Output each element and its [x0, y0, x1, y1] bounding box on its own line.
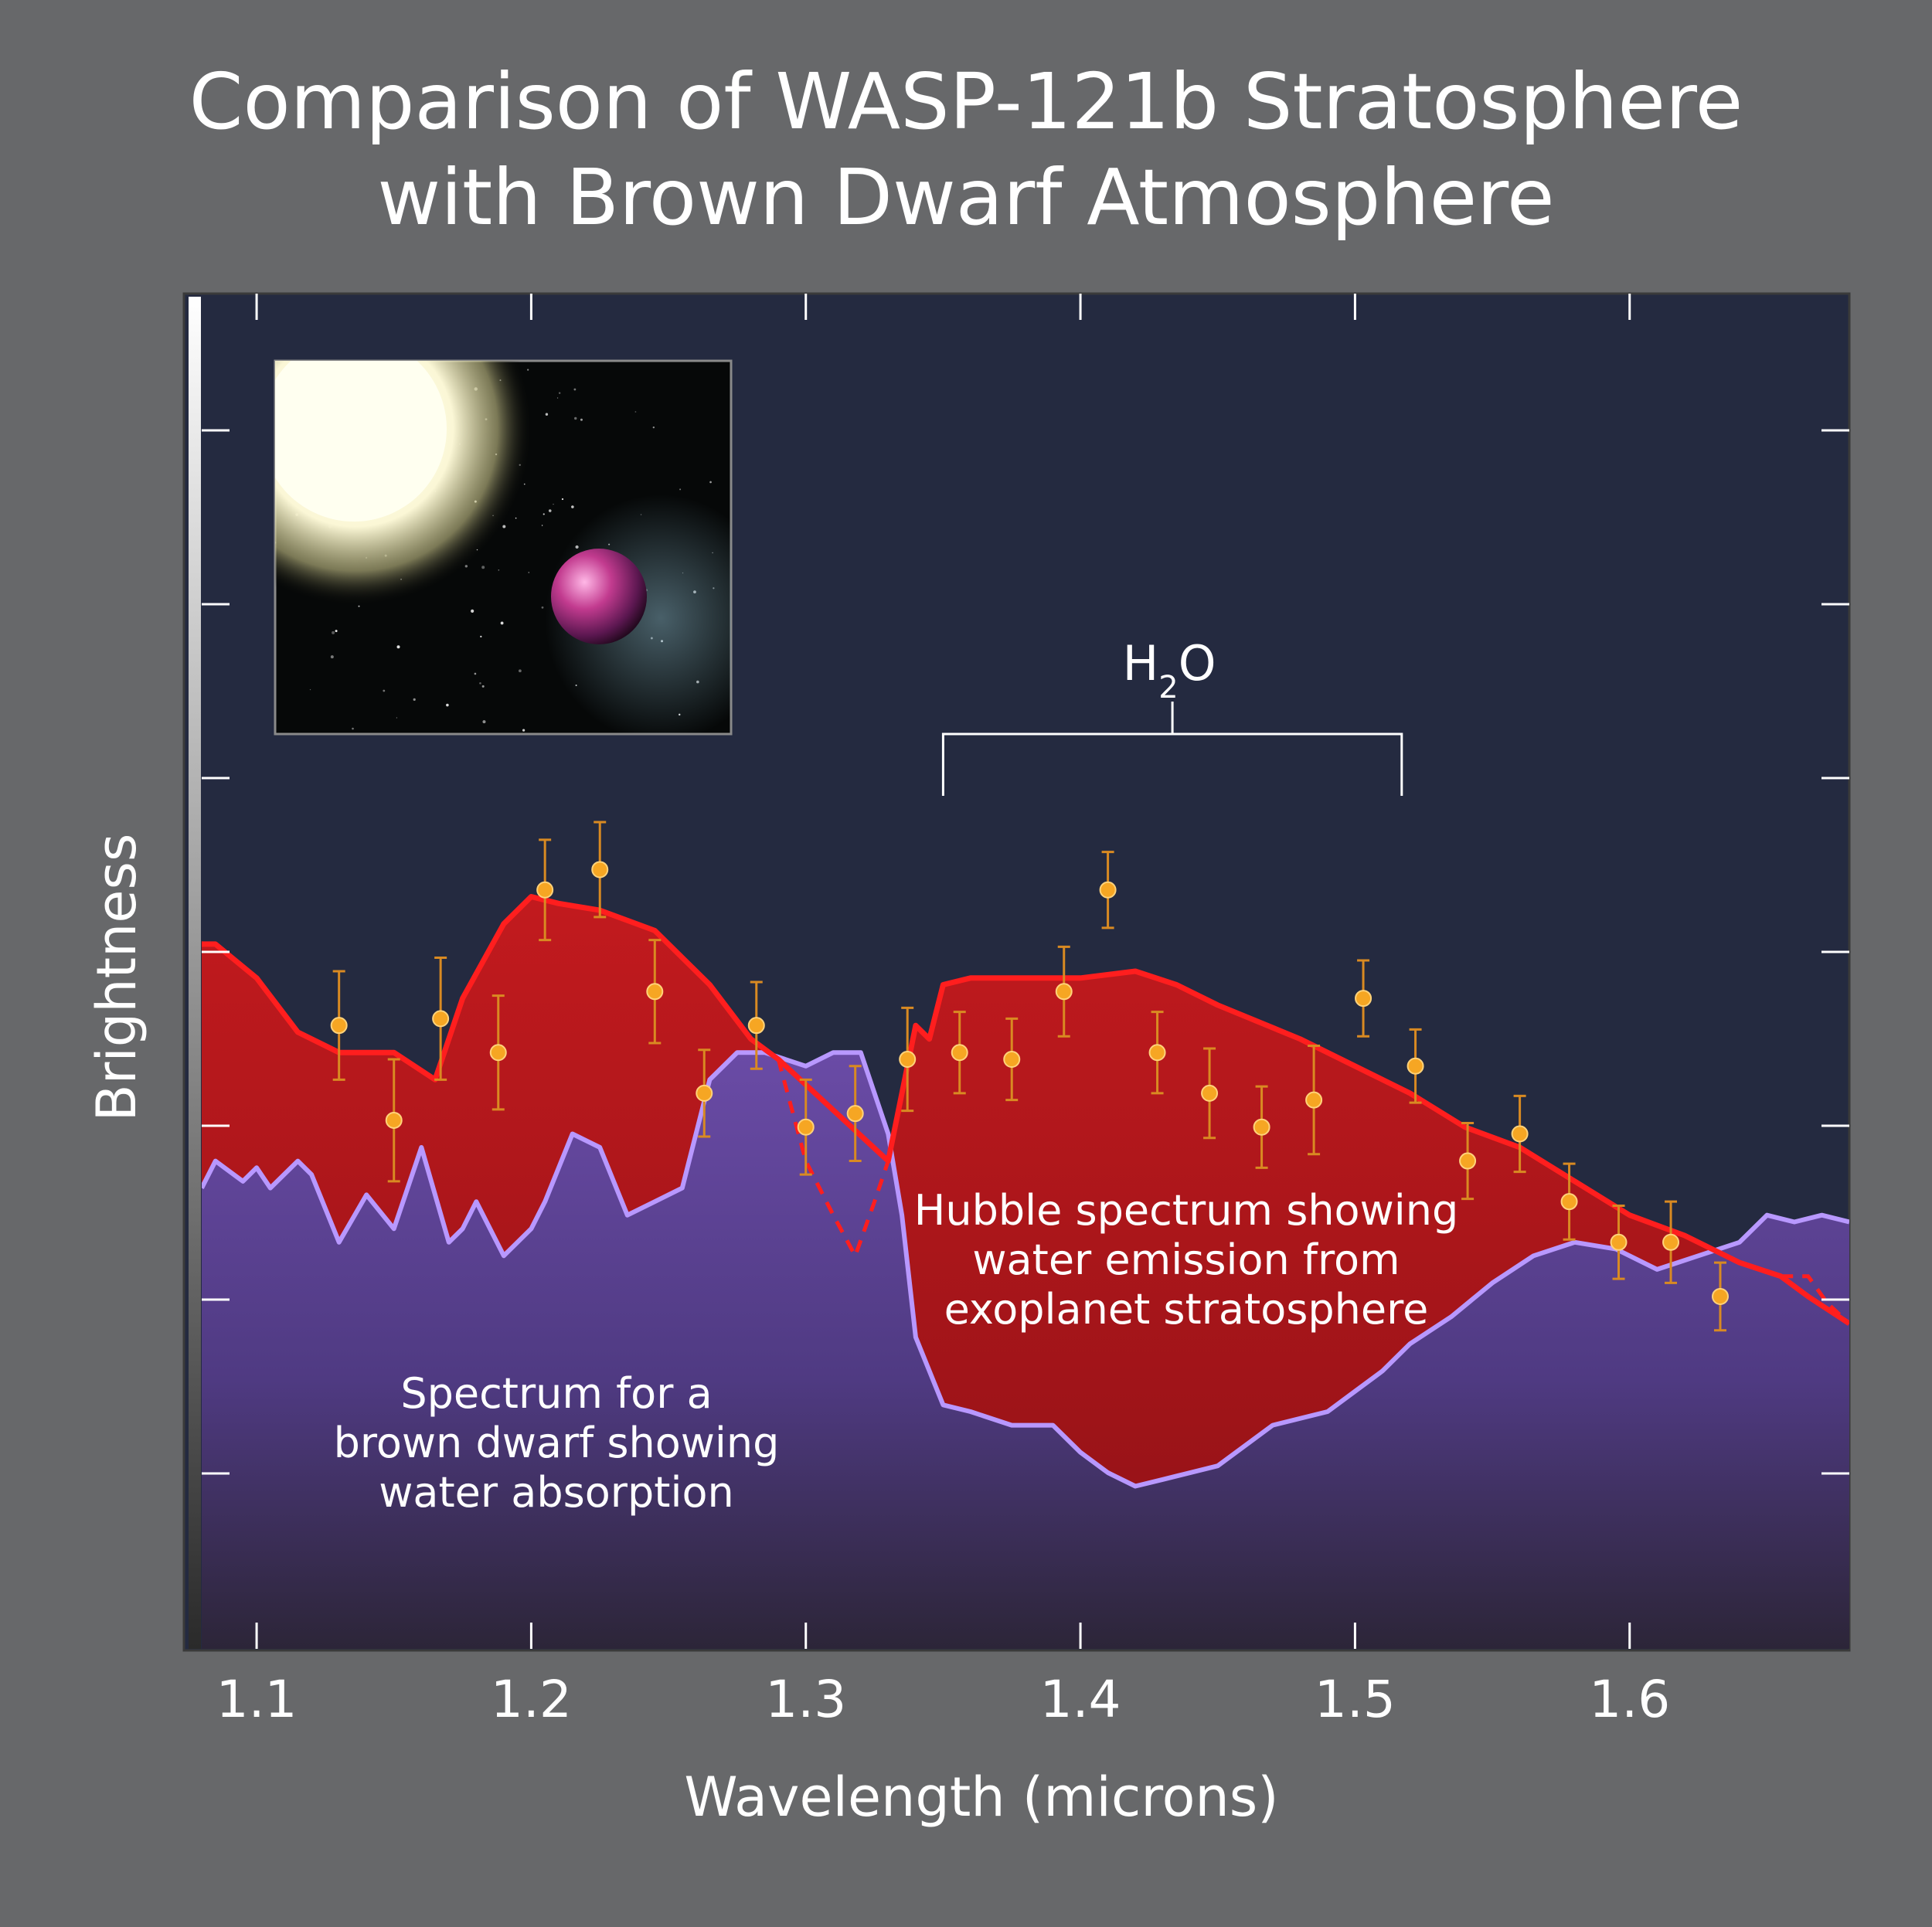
star-dot [556, 397, 559, 399]
data-point [797, 1118, 815, 1136]
data-point [1459, 1152, 1477, 1170]
exoplanet-model-dashed-line-0 [776, 1059, 890, 1261]
y-axis-brightness-gradient [189, 297, 201, 1649]
data-point [1711, 1287, 1729, 1305]
chart-title-line-2: with Brown Dwarf Atmosphere [377, 152, 1555, 243]
star-dot [543, 513, 545, 515]
brown-dwarf-spectrum-label: Spectrum for a [400, 1369, 712, 1418]
star-dot [515, 517, 517, 519]
star-dot [652, 426, 655, 429]
data-point [1003, 1051, 1021, 1069]
star-dot [481, 685, 485, 688]
brown-dwarf-spectrum-line [202, 1050, 1849, 1489]
x-axis-label: Wavelength (microns) [684, 1766, 1278, 1829]
exoplanet-illustration-inset [274, 359, 733, 736]
star-dot [396, 717, 397, 719]
data-point [385, 1111, 403, 1129]
planet-icon [551, 549, 647, 644]
star-dot [309, 688, 311, 691]
brown-dwarf-spectrum-label: water absorption [379, 1468, 733, 1517]
x-tick-label: 1.6 [1589, 1670, 1670, 1729]
data-point [432, 1010, 450, 1028]
star-dot [545, 413, 549, 416]
star-dot [574, 416, 577, 420]
star-dot [413, 698, 416, 702]
data-point [489, 1044, 507, 1062]
star-dot [634, 411, 637, 413]
data-point [1610, 1233, 1628, 1251]
star-dot [480, 635, 482, 637]
exoplanet-spectrum-label: water emission from [972, 1235, 1400, 1284]
x-tick-label: 1.5 [1315, 1670, 1396, 1729]
data-point [330, 1017, 348, 1035]
star-dot [498, 569, 500, 571]
star-dot [479, 681, 481, 685]
data-point [1355, 990, 1372, 1008]
star-core [275, 361, 447, 522]
data-point [899, 1051, 917, 1069]
x-tick-label: 1.2 [491, 1670, 572, 1729]
x-tick-label: 1.4 [1040, 1670, 1121, 1729]
star-dot [330, 655, 334, 659]
star-dot [679, 488, 682, 491]
exoplanet-spectrum-label: Hubble spectrum showing [914, 1186, 1459, 1235]
star-dot [558, 392, 561, 394]
star-dot [474, 672, 477, 675]
h2o-bracket [941, 702, 1403, 796]
data-point [646, 983, 664, 1001]
data-point [1511, 1125, 1529, 1143]
data-point [1560, 1193, 1578, 1211]
star-dot [383, 689, 386, 692]
y-axis-label: Brightness [85, 834, 148, 1122]
star-dot [446, 703, 449, 707]
data-point [1148, 1044, 1166, 1062]
data-point [1201, 1084, 1219, 1102]
data-point [1055, 983, 1073, 1001]
star-dot [541, 606, 544, 609]
data-point [536, 881, 554, 899]
exoplanet-spectrum-label: exoplanet stratosphere [944, 1285, 1429, 1334]
data-point [747, 1017, 765, 1035]
chart-title-line-1: Comparison of WASP-121b Stratosphere [189, 56, 1743, 147]
data-point [1406, 1057, 1424, 1075]
data-point [951, 1044, 968, 1062]
data-point [1099, 881, 1117, 899]
star-dot [518, 669, 522, 673]
data-point [591, 861, 609, 879]
star-dot [571, 505, 574, 508]
x-tick-label: 1.1 [216, 1670, 298, 1729]
exoplanet-model-dashed-line-1 [1781, 1274, 1849, 1325]
star-dot [548, 509, 552, 512]
star-dot [471, 609, 474, 613]
data-point [1305, 1091, 1323, 1109]
star-dot [396, 645, 400, 649]
star-dot [481, 566, 485, 569]
star-dot [482, 720, 486, 724]
star-dot [332, 630, 335, 634]
star-dot [522, 729, 526, 732]
data-point [696, 1084, 713, 1102]
data-point [846, 1105, 864, 1123]
star-dot [335, 630, 338, 633]
star-dot [709, 481, 712, 484]
star-dot [561, 498, 564, 501]
star-dot [580, 418, 583, 421]
star-dot [500, 621, 504, 625]
data-point [1253, 1118, 1270, 1136]
x-tick-label: 1.3 [765, 1670, 846, 1729]
star-dot [527, 369, 529, 371]
data-point [1662, 1233, 1680, 1251]
brown-dwarf-spectrum-label: brown dwarf showing [334, 1419, 780, 1467]
star-dot [528, 572, 530, 573]
star-dot [352, 727, 354, 730]
star-dot [573, 388, 577, 391]
brown-dwarf-spectrum-area [202, 1052, 1849, 1649]
h2o-annotation: H2O [1123, 635, 1216, 705]
